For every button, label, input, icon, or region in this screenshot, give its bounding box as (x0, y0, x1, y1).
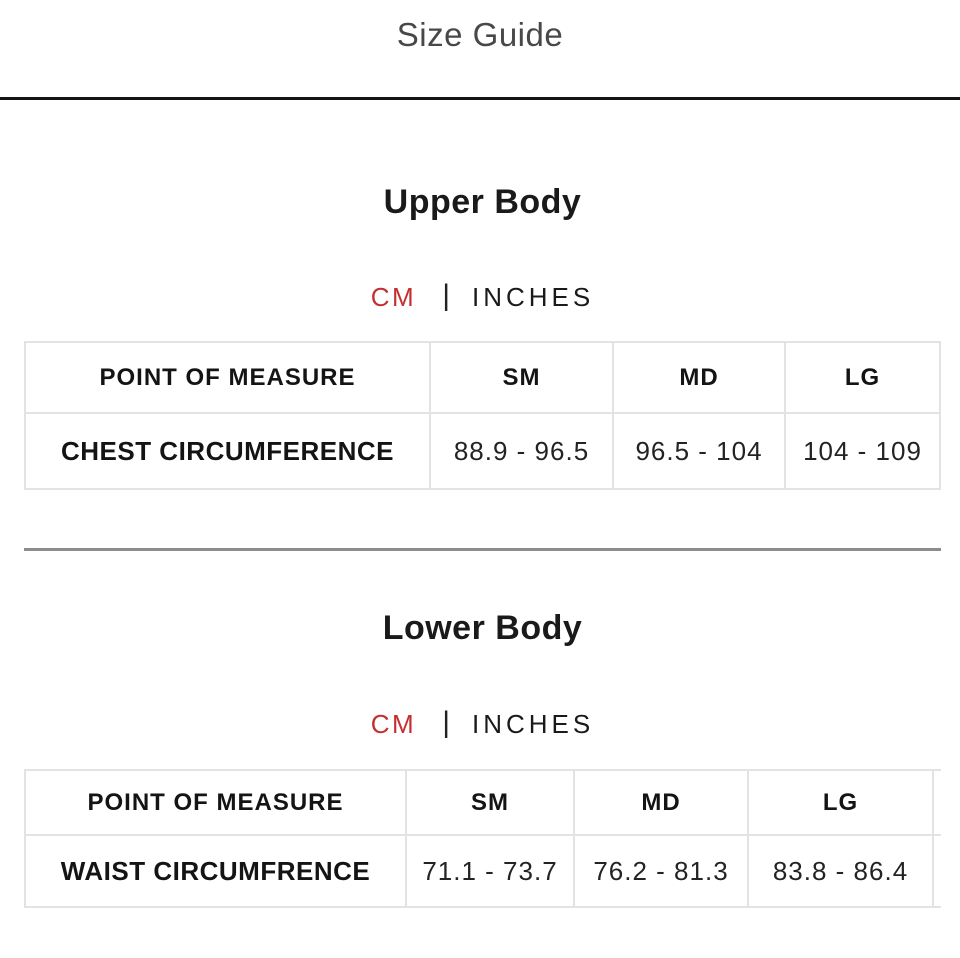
cell-waist-lg: 83.8 - 86.4 (747, 834, 934, 908)
unit-separator: | (442, 279, 450, 312)
unit-inches-button[interactable]: INCHES (471, 281, 595, 312)
unit-cm-button[interactable]: CM (370, 281, 417, 312)
cell-chest-sm: 88.9 - 96.5 (429, 412, 614, 490)
unit-toggle-upper: CM | INCHES (24, 277, 941, 317)
unit-toggle-lower: CM | INCHES (24, 704, 941, 744)
table-row: CHEST CIRCUMFERENCE 88.9 - 96.5 96.5 - 1… (24, 412, 941, 490)
col-header-md: MD (612, 341, 786, 414)
col-header-cutoff (939, 341, 941, 414)
col-header-sm: SM (429, 341, 614, 414)
size-table-upper: POINT OF MEASURE SM MD LG CHEST CIRCUMFE… (24, 341, 941, 490)
unit-inches-button[interactable]: INCHES (471, 708, 595, 739)
col-header-cutoff (932, 769, 941, 836)
size-guide-content: Upper Body CM | INCHES POINT OF MEASURE … (24, 182, 941, 908)
col-header-point-of-measure: POINT OF MEASURE (24, 769, 407, 836)
modal-header: Size Guide (0, 0, 960, 100)
modal-title: Size Guide (396, 16, 564, 53)
table-header-row: POINT OF MEASURE SM MD LG (24, 769, 941, 836)
section-upper-body: Upper Body CM | INCHES POINT OF MEASURE … (24, 182, 941, 490)
section-divider (24, 548, 941, 551)
col-header-lg: LG (747, 769, 934, 836)
col-header-lg: LG (784, 341, 941, 414)
size-table-wrapper-lower: POINT OF MEASURE SM MD LG WAIST CIRCUMFR… (24, 769, 941, 908)
col-header-md: MD (573, 769, 749, 836)
col-header-sm: SM (405, 769, 575, 836)
cell-cutoff (939, 412, 941, 490)
row-label-waist: WAIST CIRCUMFRENCE (24, 834, 407, 908)
row-label-chest: CHEST CIRCUMFERENCE (24, 412, 431, 490)
section-heading-upper: Upper Body (383, 183, 582, 221)
cell-waist-sm: 71.1 - 73.7 (405, 834, 575, 908)
cell-waist-md: 76.2 - 81.3 (573, 834, 749, 908)
table-header-row: POINT OF MEASURE SM MD LG (24, 341, 941, 414)
size-table-lower: POINT OF MEASURE SM MD LG WAIST CIRCUMFR… (24, 769, 941, 908)
cell-cutoff (932, 834, 941, 908)
section-heading-lower: Lower Body (382, 609, 583, 647)
table-row: WAIST CIRCUMFRENCE 71.1 - 73.7 76.2 - 81… (24, 834, 941, 908)
section-lower-body: Lower Body CM | INCHES POINT OF MEASURE … (24, 608, 941, 908)
unit-cm-button[interactable]: CM (370, 708, 417, 739)
cell-chest-md: 96.5 - 104 (612, 412, 786, 490)
col-header-point-of-measure: POINT OF MEASURE (24, 341, 431, 414)
cell-chest-lg: 104 - 109 (784, 412, 941, 490)
unit-separator: | (442, 706, 450, 739)
size-table-wrapper-upper: POINT OF MEASURE SM MD LG CHEST CIRCUMFE… (24, 341, 941, 490)
